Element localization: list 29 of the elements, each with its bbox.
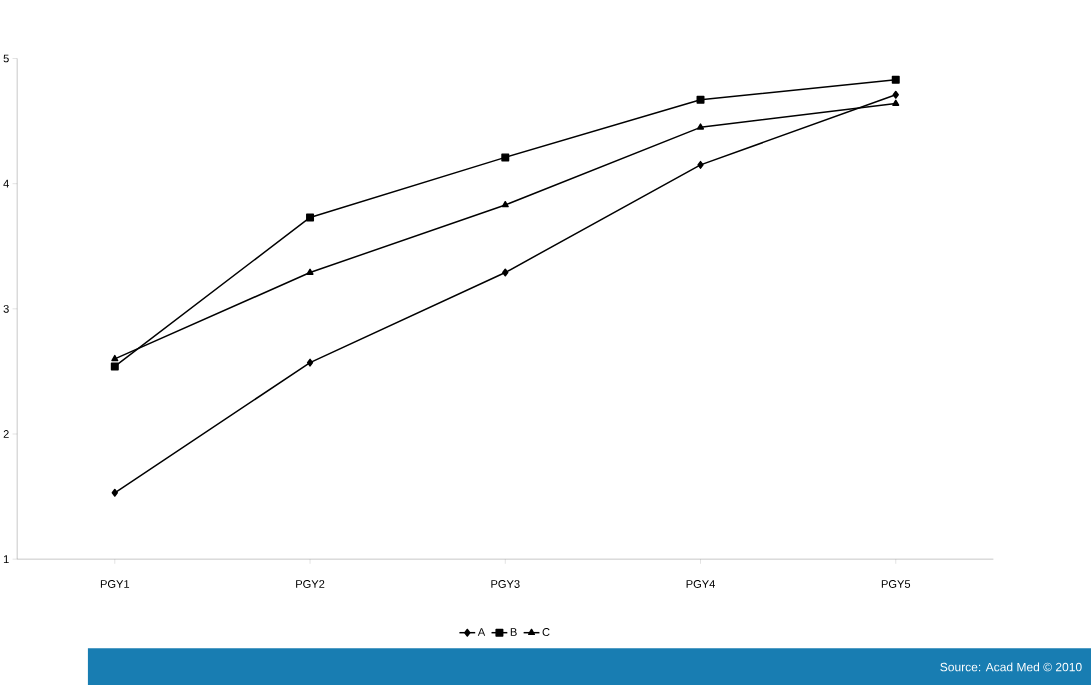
point bbox=[502, 268, 509, 277]
point bbox=[111, 488, 118, 497]
legend-label: A bbox=[477, 627, 486, 636]
y-tick-label: 2 bbox=[3, 429, 9, 438]
x-tick-label: PGY5 bbox=[881, 579, 911, 588]
y-tick-label: 4 bbox=[3, 179, 9, 188]
point bbox=[501, 200, 509, 208]
legend-label: B bbox=[510, 627, 517, 636]
y-tick-label: 1 bbox=[3, 555, 9, 563]
point bbox=[111, 354, 119, 362]
x-tick-label: PGY1 bbox=[100, 579, 130, 588]
point bbox=[697, 160, 704, 169]
point bbox=[892, 90, 899, 99]
source-note: Source: Acad Med © 2010 bbox=[940, 662, 1082, 672]
point bbox=[306, 213, 315, 222]
x-tick-label: PGY3 bbox=[491, 579, 520, 588]
point bbox=[696, 123, 705, 130]
x-tick-label: PGY4 bbox=[686, 579, 716, 588]
y-tick-label: 3 bbox=[3, 304, 9, 313]
point bbox=[306, 358, 314, 367]
point bbox=[892, 99, 900, 106]
y-tick-label: 5 bbox=[3, 54, 9, 63]
x-tick-label: PGY2 bbox=[296, 579, 325, 588]
point bbox=[110, 362, 119, 371]
point bbox=[696, 95, 705, 104]
point bbox=[891, 75, 900, 84]
point bbox=[306, 268, 314, 275]
point bbox=[501, 153, 510, 162]
legend-label: C bbox=[542, 627, 550, 636]
